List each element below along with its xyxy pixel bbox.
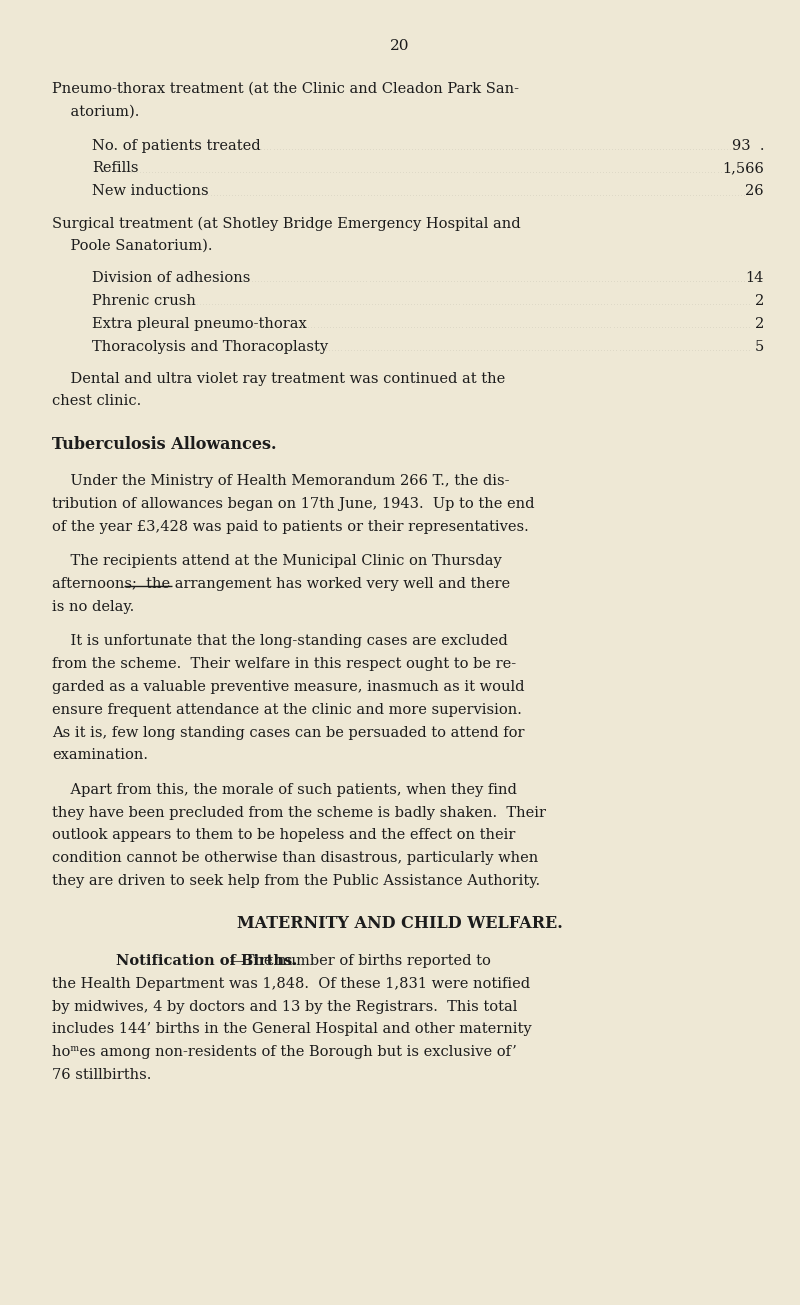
Text: examination.: examination. xyxy=(52,748,148,762)
Text: from the scheme.  Their welfare in this respect ought to be re-: from the scheme. Their welfare in this r… xyxy=(52,656,516,671)
Text: Notification of Births.: Notification of Births. xyxy=(116,954,298,968)
Text: Extra pleural pneumo-thorax: Extra pleural pneumo-thorax xyxy=(92,317,306,330)
Text: Division of adhesions: Division of adhesions xyxy=(92,271,250,284)
Text: The recipients attend at the Municipal Clinic on Thursday: The recipients attend at the Municipal C… xyxy=(52,555,502,568)
Text: MATERNITY AND CHILD WELFARE.: MATERNITY AND CHILD WELFARE. xyxy=(237,915,563,932)
Text: Tuberculosis Allowances.: Tuberculosis Allowances. xyxy=(52,436,277,453)
Text: by midwives, 4 by doctors and 13 by the Registrars.  This total: by midwives, 4 by doctors and 13 by the … xyxy=(52,1000,518,1014)
Text: 2: 2 xyxy=(754,317,764,330)
Text: 5: 5 xyxy=(754,339,764,354)
Text: hoᵐes among non-residents of the Borough but is exclusive of’: hoᵐes among non-residents of the Borough… xyxy=(52,1045,517,1060)
Text: Dental and ultra violet ray treatment was continued at the: Dental and ultra violet ray treatment wa… xyxy=(52,372,506,385)
Text: Thoracolysis and Thoracoplasty: Thoracolysis and Thoracoplasty xyxy=(92,339,328,354)
Text: they are driven to seek help from the Public Assistance Authority.: they are driven to seek help from the Pu… xyxy=(52,874,540,887)
Text: condition cannot be otherwise than disastrous, particularly when: condition cannot be otherwise than disas… xyxy=(52,851,538,865)
Text: 14: 14 xyxy=(746,271,764,284)
Text: Under the Ministry of Health Memorandum 266 T., the dis-: Under the Ministry of Health Memorandum … xyxy=(52,474,510,488)
Text: 1,566: 1,566 xyxy=(722,162,764,175)
Text: 76 stillbirths.: 76 stillbirths. xyxy=(52,1067,151,1082)
Text: 2: 2 xyxy=(754,294,764,308)
Text: chest clinic.: chest clinic. xyxy=(52,394,142,408)
Text: Pneumo-thorax treatment (at the Clinic and Cleadon Park San-: Pneumo-thorax treatment (at the Clinic a… xyxy=(52,81,519,95)
Text: —The number of births reported to: —The number of births reported to xyxy=(230,954,491,968)
Text: As it is, few long standing cases can be persuaded to attend for: As it is, few long standing cases can be… xyxy=(52,726,525,740)
Text: garded as a valuable preventive measure, inasmuch as it would: garded as a valuable preventive measure,… xyxy=(52,680,525,694)
Text: It is unfortunate that the long-standing cases are excluded: It is unfortunate that the long-standing… xyxy=(52,634,508,649)
Text: Poole Sanatorium).: Poole Sanatorium). xyxy=(52,239,213,253)
Text: atorium).: atorium). xyxy=(52,104,139,119)
Text: No. of patients treated: No. of patients treated xyxy=(92,138,261,153)
Text: of the year £3,428 was paid to patients or their representatives.: of the year £3,428 was paid to patients … xyxy=(52,519,529,534)
Text: ensure frequent attendance at the clinic and more supervision.: ensure frequent attendance at the clinic… xyxy=(52,702,522,716)
Text: Phrenic crush: Phrenic crush xyxy=(92,294,196,308)
Text: afternoons;  the arrangement has worked very well and there: afternoons; the arrangement has worked v… xyxy=(52,577,510,591)
Text: they have been precluded from the scheme is badly shaken.  Their: they have been precluded from the scheme… xyxy=(52,805,546,820)
Text: tribution of allowances began on 17th June, 1943.  Up to the end: tribution of allowances began on 17th Ju… xyxy=(52,497,534,512)
Text: the Health Department was 1,848.  Of these 1,831 were notified: the Health Department was 1,848. Of thes… xyxy=(52,976,530,990)
Text: New inductions: New inductions xyxy=(92,184,209,198)
Text: is no delay.: is no delay. xyxy=(52,600,134,613)
Text: Surgical treatment (at Shotley Bridge Emergency Hospital and: Surgical treatment (at Shotley Bridge Em… xyxy=(52,217,521,231)
Text: 20: 20 xyxy=(390,39,410,54)
Text: Apart from this, the morale of such patients, when they find: Apart from this, the morale of such pati… xyxy=(52,783,517,796)
Text: outlook appears to them to be hopeless and the effect on their: outlook appears to them to be hopeless a… xyxy=(52,829,515,842)
Text: 93  .: 93 . xyxy=(731,138,764,153)
Text: includes 144’ births in the General Hospital and other maternity: includes 144’ births in the General Hosp… xyxy=(52,1022,532,1036)
Text: Refills: Refills xyxy=(92,162,138,175)
Text: 26: 26 xyxy=(746,184,764,198)
